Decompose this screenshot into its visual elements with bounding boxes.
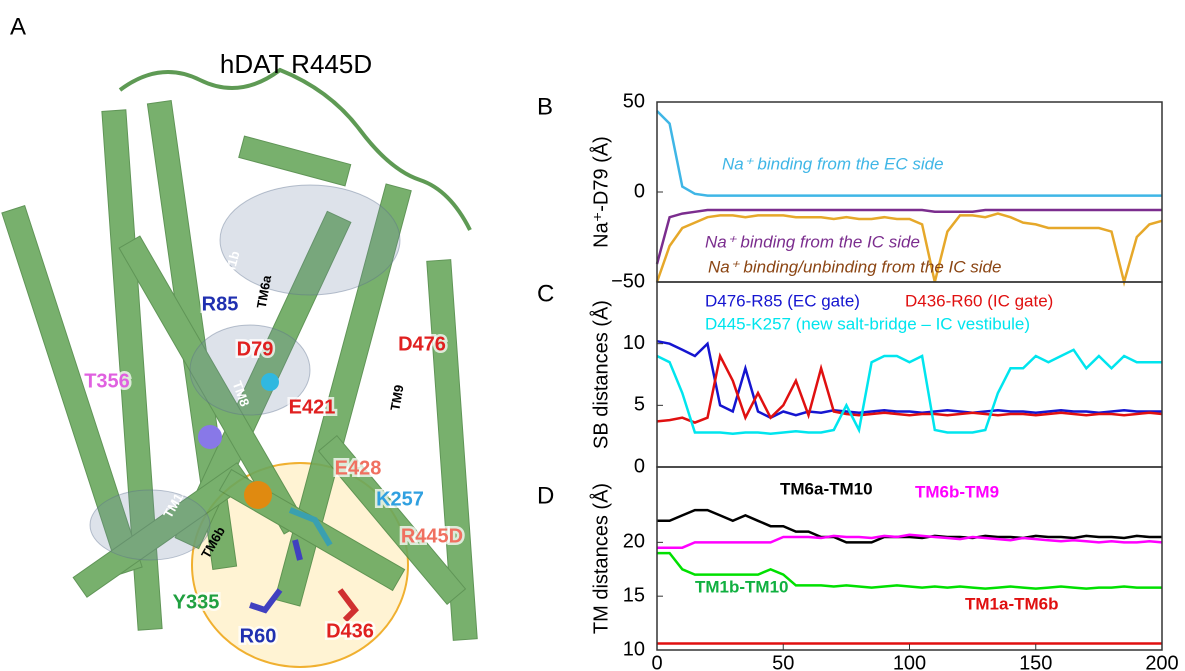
helix [426, 259, 478, 641]
residue-label: TM9 [387, 384, 406, 412]
residue-label: Y335 [173, 591, 220, 613]
y-tick-label: 5 [634, 394, 645, 416]
y-tick-label: 0 [634, 455, 645, 477]
water [189, 324, 311, 416]
x-tick-label: 50 [772, 652, 794, 671]
series-line [655, 212, 1163, 287]
helix [274, 183, 412, 607]
y-tick-label: 10 [623, 638, 645, 660]
series-label: D476-R85 (EC gate) [705, 291, 860, 310]
ion [261, 373, 279, 391]
y-tick-label: 15 [623, 584, 645, 606]
residue-label: TM6a [254, 273, 275, 309]
residue-label: K257 [376, 488, 424, 510]
residue [337, 588, 359, 623]
water [219, 184, 401, 296]
y-tick-label: −50 [611, 270, 645, 292]
residue-label: R85 [202, 293, 239, 315]
structure-title: hDAT R445D [220, 49, 372, 79]
x-tick-label: 100 [893, 652, 926, 671]
x-tick-label: 200 [1145, 652, 1178, 671]
y-tick-label: 10 [623, 332, 645, 354]
ion [244, 481, 272, 509]
series-line [657, 508, 1162, 544]
series-line [657, 551, 1162, 590]
series-label: Na⁺ binding from the IC side [705, 232, 920, 251]
plot-frame [656, 101, 1163, 283]
y-tick-label: 50 [623, 90, 645, 112]
series-label: D445-K257 (new salt-bridge – IC vestibul… [705, 314, 1030, 333]
ion [198, 425, 222, 449]
helix [72, 462, 252, 598]
panel-label: D [537, 482, 554, 509]
residue-label: R445D [401, 525, 463, 547]
series-label: D436-R60 (IC gate) [905, 291, 1053, 310]
y-axis-label: TM distances (Å) [589, 483, 612, 634]
residue [288, 507, 333, 547]
panel-label: C [537, 280, 554, 307]
x-tick-label: 150 [1019, 652, 1052, 671]
residue-label: T356 [84, 370, 130, 392]
panel-label: B [537, 93, 553, 120]
residue-label: E421 [289, 396, 336, 418]
y-tick-label: 0 [634, 180, 645, 202]
plot-frame [656, 466, 1163, 651]
series-line [656, 110, 1162, 197]
series-label: TM6b-TM9 [915, 482, 999, 501]
series-label: TM1b-TM10 [695, 577, 789, 596]
water [89, 489, 211, 561]
series-label: Na⁺ binding/unbinding from the IC side [708, 257, 1001, 276]
helix [101, 109, 163, 631]
residue-label: D436 [326, 620, 374, 642]
series-line [656, 352, 1163, 424]
loop [118, 67, 472, 231]
residue-label: TM10 [382, 282, 405, 318]
series-label: TM6a-TM10 [780, 479, 873, 498]
residue-label: D476 [398, 333, 446, 355]
series-label: Na⁺ binding from the EC side [722, 154, 944, 173]
y-tick-label: 20 [623, 531, 645, 553]
residue [249, 539, 303, 614]
x-tick-label: 0 [651, 652, 662, 671]
series-label: TM1a-TM6b [965, 594, 1059, 613]
y-axis-label: Na⁺-D79 (Å) [589, 136, 612, 248]
series-line [656, 348, 1162, 435]
helix [317, 434, 467, 606]
panel-label: A [10, 13, 26, 40]
series-line [656, 339, 1162, 420]
helix [238, 135, 352, 187]
series-line [657, 533, 1163, 549]
structure [1, 67, 478, 668]
y-axis-label: SB distances (Å) [589, 300, 612, 449]
residue-label: R60 [240, 625, 277, 647]
series-line [655, 208, 1162, 265]
residue-label: D79 [237, 338, 274, 360]
residue-label: E428 [335, 457, 382, 479]
helix [1, 204, 143, 576]
